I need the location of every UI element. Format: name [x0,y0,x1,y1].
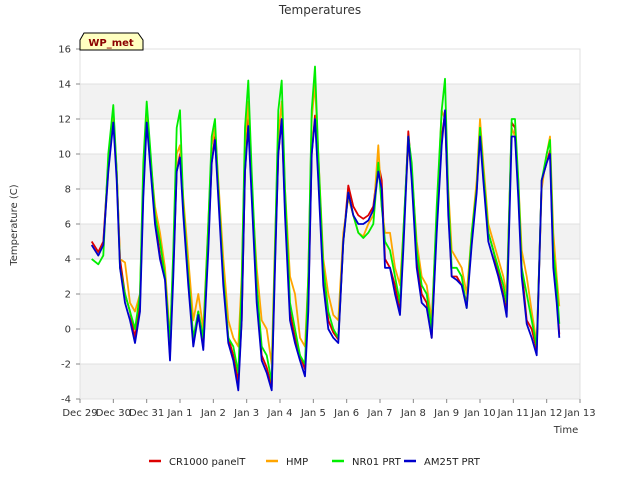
legend-label: HMP [286,457,308,468]
chart-title: Temperatures [278,3,361,17]
x-tick-label: Jan 13 [563,408,595,419]
x-tick-label: Jan 1 [167,408,193,419]
x-tick-label: Jan 12 [530,408,562,419]
y-tick-label: 2 [65,290,71,301]
y-axis: -4 -2 0 2 4 6 8 10 12 14 16 [58,45,80,406]
y-axis-label: Temperature (C) [9,184,20,266]
x-tick-label: Jan 4 [267,408,293,419]
y-tick-label: -4 [61,395,71,406]
grid-band [80,154,580,189]
y-tick-label: -2 [61,360,71,371]
y-tick-label: 0 [65,325,71,336]
x-axis-label: Time [553,425,578,436]
legend-label: NR01 PRT [352,457,402,468]
y-tick-label: 16 [58,45,71,56]
badge-label: WP_met [88,38,134,49]
plot-area [79,48,581,400]
x-tick-label: Dec 31 [129,408,164,419]
legend: CR1000 panelT HMP NR01 PRT AM25T PRT [149,457,481,468]
x-tick-label: Jan 5 [300,408,326,419]
x-tick-label: Jan 8 [400,408,426,419]
y-tick-label: 4 [65,255,71,266]
series-line-am25t-prt [90,109,561,392]
badge-shape [79,32,144,51]
legend-label: CR1000 panelT [169,457,246,468]
grid-band [80,364,580,399]
series-lines [90,65,561,392]
wp-met-badge: WP_met [79,32,144,51]
y-tick-label: 14 [58,80,71,91]
x-tick-label: Jan 3 [233,408,259,419]
x-tick-label: Jan 11 [497,408,529,419]
legend-label: AM25T PRT [424,457,481,468]
x-tick-label: Jan 10 [463,408,495,419]
y-tick-label: 10 [58,150,71,161]
x-tick-label: Jan 7 [367,408,393,419]
x-tick-label: Dec 30 [96,408,131,419]
x-tick-label: Jan 2 [200,408,226,419]
x-tick-label: Jan 6 [333,408,359,419]
y-tick-label: 12 [58,115,71,126]
x-tick-label: Dec 29 [62,408,97,419]
grid-band [80,84,580,119]
x-tick-label: Jan 9 [433,408,459,419]
y-tick-label: 8 [65,185,71,196]
y-tick-label: 6 [65,220,71,231]
